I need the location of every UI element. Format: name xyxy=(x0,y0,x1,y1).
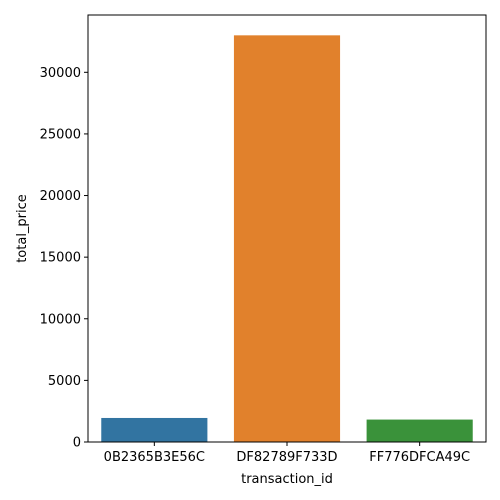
bars-group xyxy=(101,35,473,442)
bar-DF82789F733D xyxy=(233,35,341,442)
x-tick-label: FF776DFCA49C xyxy=(369,450,470,465)
x-axis-ticks: 0B2365B3E56C DF82789F733D FF776DFCA49C xyxy=(104,442,470,465)
x-tick-label: 0B2365B3E56C xyxy=(104,450,205,465)
x-tick-label: DF82789F733D xyxy=(236,450,337,465)
y-tick-label: 20000 xyxy=(40,189,81,204)
bar-FF776DFCA49C xyxy=(366,419,473,442)
plot-frame xyxy=(87,14,487,443)
y-tick-label: 25000 xyxy=(40,127,81,142)
y-tick-label: 15000 xyxy=(40,251,81,266)
y-axis-label: total_price xyxy=(15,194,30,263)
y-axis-ticks: 0 5000 10000 15000 20000 25000 30000 xyxy=(40,66,88,451)
y-tick-label: 0 xyxy=(73,436,81,451)
y-tick-label: 10000 xyxy=(40,312,81,327)
x-axis-label: transaction_id xyxy=(241,472,333,487)
y-tick-label: 5000 xyxy=(48,374,81,389)
y-tick-label: 30000 xyxy=(40,66,81,81)
bar-0B2365B3E56C xyxy=(101,417,208,442)
